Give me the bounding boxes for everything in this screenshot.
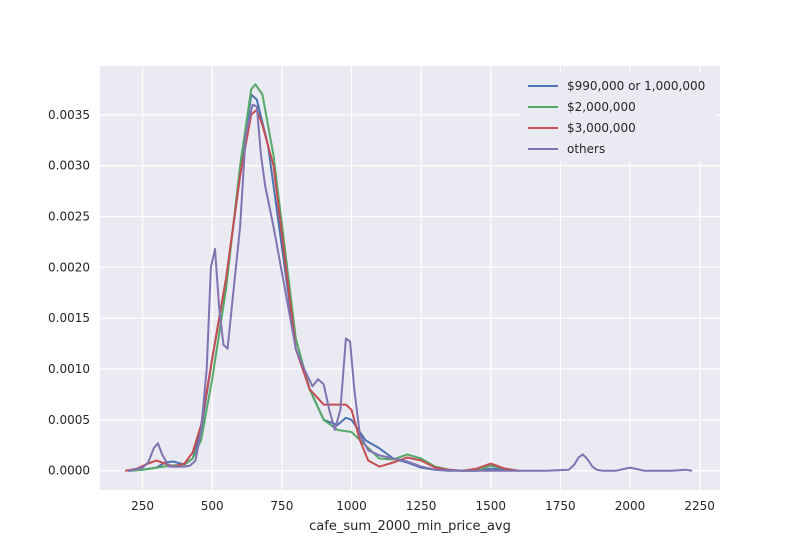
legend: $990,000 or 1,000,000 $2,000,000 $3,000,00… [520,72,716,162]
legend-label: $3,000,000 [567,121,636,135]
y-tick-label: 0.0010 [48,362,90,376]
x-tick-label: 2000 [615,499,646,513]
legend-label: others [567,142,605,156]
x-tick-label: 2250 [684,499,715,513]
y-tick-labels: 0.0000 0.0005 0.0010 0.0015 0.0020 0.0025 0.00… [48,108,90,478]
y-tick-label: 0.0015 [48,311,90,325]
y-tick-label: 0.0025 [48,209,90,223]
y-tick-label: 0.0035 [48,108,90,122]
x-tick-labels: 250 500 750 1000 1250 1500 1750 2000 2250 [131,499,715,513]
x-axis-label: cafe_sum_2000_min_price_avg [309,519,511,534]
x-tick-label: 750 [270,499,293,513]
x-tick-label: 500 [201,499,224,513]
x-tick-label: 250 [131,499,154,513]
y-tick-label: 0.0020 [48,260,90,274]
x-tick-label: 1000 [336,499,367,513]
legend-label: $2,000,000 [567,100,636,114]
series-layer [124,83,693,472]
x-tick-label: 1250 [406,499,437,513]
y-tick-label: 0.0030 [48,159,90,173]
y-tick-label: 0.0005 [48,413,90,427]
y-tick-label: 0.0000 [48,464,90,478]
series-line-3 [127,103,693,472]
legend-label: $990,000 or 1,000,000 [567,79,705,93]
series-line-2 [124,108,520,472]
x-tick-label: 1500 [475,499,506,513]
x-tick-label: 1750 [545,499,576,513]
